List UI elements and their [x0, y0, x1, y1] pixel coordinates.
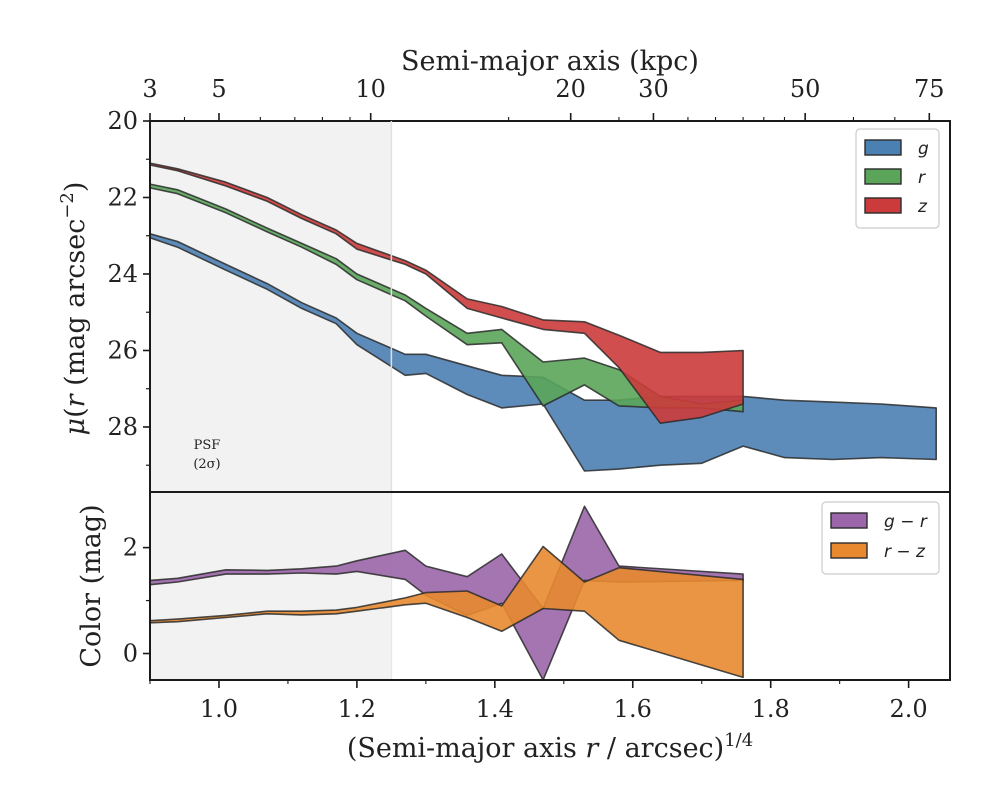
legend-label: r − z: [884, 542, 926, 562]
y-tick-label: 28: [107, 413, 138, 441]
band-r: [149, 183, 744, 413]
kpc-tick-label: 5: [211, 75, 226, 103]
top-y-axis-title: μ(r (mag arcsec−2): [57, 182, 91, 436]
legend-swatch: [864, 168, 902, 185]
bottom-legend: g − r r − z: [821, 501, 940, 575]
legend-swatch: [830, 542, 868, 559]
x-tick-label: 1.6: [614, 695, 652, 723]
legend-label: g − r: [884, 512, 928, 532]
x-tick-label: 1.8: [752, 695, 790, 723]
legend-label: g: [918, 139, 929, 159]
kpc-tick-label: 3: [142, 75, 157, 103]
color-panel: 02 1.0 1.2 1.4 1.6 1.8 2.0 g − rr − z: [123, 491, 951, 723]
top-x-axis-title: Semi-major axis (kpc): [401, 46, 699, 77]
legend-label: r: [918, 168, 926, 188]
bottom-y-ticks: 02: [123, 534, 150, 668]
surface-brightness-series: [149, 162, 938, 472]
kpc-tick-label: 20: [555, 75, 586, 103]
band-r-minus-z: [149, 545, 744, 679]
x-tick-label: 1.0: [200, 695, 238, 723]
legend-swatch: [864, 197, 902, 214]
psf-shaded-region-bottom: [150, 492, 392, 680]
legend-swatch: [864, 139, 902, 156]
top-legend: grz: [855, 128, 940, 229]
kpc-axis-ticks: 3 5 10 20 30 50 75: [142, 75, 945, 121]
bottom-panel-frame: [149, 491, 951, 681]
bottom-y-axis-title: Color (mag): [76, 504, 107, 667]
legend-swatch: [830, 512, 868, 529]
x-tick-label: 1.4: [476, 695, 514, 723]
psf-label: PSF: [194, 438, 221, 453]
y-tick-label: 2: [123, 534, 138, 562]
bottom-x-ticks: 1.0 1.2 1.4 1.6 1.8 2.0: [149, 680, 928, 723]
y-tick-label: 26: [107, 336, 138, 364]
psf-sigma-label: (2σ): [193, 457, 220, 472]
y-tick-label: 22: [107, 183, 138, 211]
y-tick-label: 24: [107, 260, 138, 288]
psf-shaded-region: [150, 121, 392, 492]
x-axis-title: (Semi-major axis r / arcsec)1/4: [347, 730, 753, 764]
kpc-tick-label: 10: [355, 75, 386, 103]
band-z: [149, 162, 744, 425]
y-tick-label: 0: [123, 640, 138, 668]
top-y-ticks: 20 22 24 26 28: [107, 107, 150, 466]
x-tick-label: 1.2: [338, 695, 376, 723]
legend-label: z: [917, 197, 928, 217]
kpc-tick-label: 30: [638, 75, 669, 103]
color-series: [149, 505, 744, 681]
x-tick-label: 2.0: [890, 695, 928, 723]
y-tick-label: 20: [107, 107, 138, 135]
kpc-tick-label: 50: [790, 75, 821, 103]
kpc-tick-label: 75: [914, 75, 945, 103]
